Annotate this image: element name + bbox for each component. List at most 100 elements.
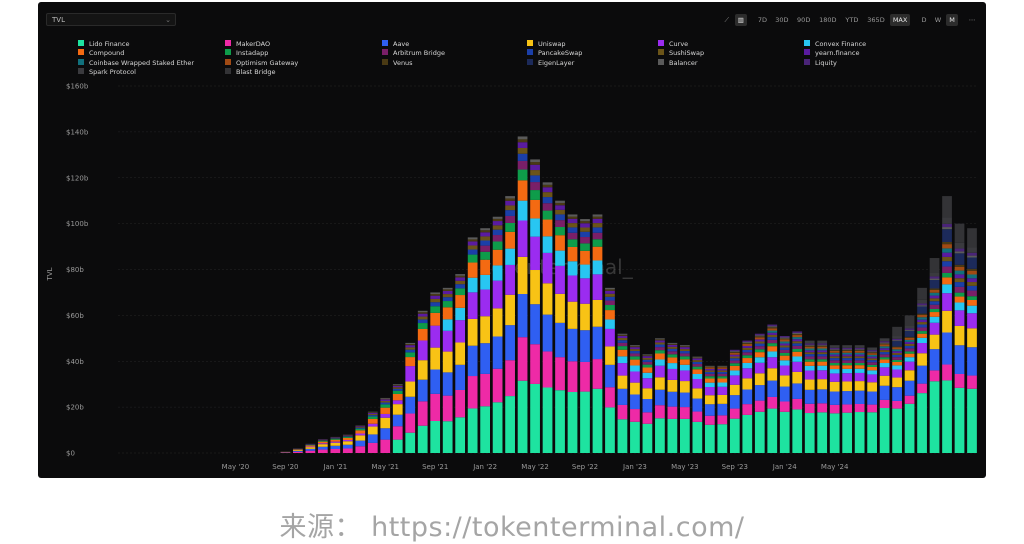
bar-segment — [880, 376, 890, 386]
bar-segment — [692, 369, 702, 374]
bar-segment — [343, 437, 353, 438]
bar-segment — [593, 227, 603, 232]
bar-segment — [817, 379, 827, 389]
bar-segment — [792, 337, 802, 339]
bar-segment — [568, 275, 578, 301]
bar-segment — [792, 352, 802, 357]
bar-segment — [580, 251, 590, 265]
bar-segment — [568, 217, 578, 219]
bar-segment — [393, 386, 403, 388]
bar-segment — [867, 360, 877, 362]
bar-segment — [905, 330, 915, 331]
bar-segment — [430, 299, 440, 302]
bar-segment — [605, 305, 615, 310]
bar-segment — [780, 336, 790, 337]
bar-segment — [380, 414, 390, 418]
bar-segment — [505, 360, 515, 396]
bar-segment — [967, 228, 977, 247]
bar-segment — [518, 142, 528, 148]
bar-segment — [830, 365, 840, 369]
bar-segment — [468, 245, 478, 249]
bar-segment — [867, 355, 877, 357]
bar-segment — [842, 358, 852, 360]
bar-segment — [518, 154, 528, 161]
bar-segment — [730, 353, 740, 355]
bar-segment — [430, 394, 440, 421]
bar-segment — [480, 343, 490, 374]
y-tick-label: $20b — [66, 404, 84, 412]
bar-segment — [305, 451, 315, 453]
bar-segment — [518, 180, 528, 200]
bar-segment — [942, 217, 952, 223]
bar-segment — [443, 294, 453, 297]
bar-segment — [705, 387, 715, 395]
bar-segment — [580, 278, 590, 303]
bar-segment — [368, 412, 378, 413]
bar-segment — [755, 412, 765, 453]
bar-segment — [717, 404, 727, 416]
bar-segment — [730, 363, 740, 366]
bar-segment — [630, 422, 640, 453]
bar-segment — [805, 347, 815, 349]
bar-segment — [643, 355, 653, 356]
bar-segment — [692, 379, 702, 388]
bar-segment — [530, 218, 540, 236]
bar-segment — [480, 260, 490, 275]
bar-segment — [730, 419, 740, 453]
bar-segment — [955, 224, 965, 243]
bar-segment — [742, 378, 752, 389]
bar-segment — [618, 363, 628, 376]
bar-segment — [668, 347, 678, 349]
bar-segment — [480, 290, 490, 317]
bar-segment — [780, 339, 790, 340]
bar-segment — [668, 357, 678, 363]
bar-segment — [855, 412, 865, 453]
bar-segment — [780, 401, 790, 411]
bar-segment — [930, 349, 940, 370]
bar-segment — [418, 360, 428, 380]
bar-segment — [930, 301, 940, 305]
bar-segment — [393, 400, 403, 404]
bar-segment — [930, 305, 940, 309]
bar-segment — [742, 352, 752, 355]
bar-segment — [593, 223, 603, 227]
bar-segment — [830, 349, 840, 350]
bar-segment — [593, 214, 603, 216]
bar-segment — [755, 335, 765, 336]
bar-segment — [792, 339, 802, 341]
bar-segment — [805, 390, 815, 404]
bar-segment — [955, 271, 965, 275]
bar-segment — [480, 241, 490, 246]
bar-segment — [543, 192, 553, 197]
bar-segment — [730, 357, 740, 359]
bar-segment — [830, 353, 840, 355]
bar-segment — [518, 381, 528, 453]
bar-segment — [867, 365, 877, 367]
bar-segment — [830, 373, 840, 381]
bar-segment — [368, 417, 378, 419]
bar-segment — [967, 313, 977, 328]
bar-segment — [942, 273, 952, 277]
bar-segment — [668, 363, 678, 369]
x-tick-label: May '22 — [521, 463, 549, 471]
bar-segment — [917, 331, 927, 334]
bar-segment — [630, 349, 640, 351]
bar-segment — [805, 380, 815, 390]
bar-segment — [867, 350, 877, 351]
bar-segment — [780, 375, 790, 386]
x-tick-label: Sep '20 — [272, 463, 298, 471]
bar-segment — [580, 221, 590, 223]
x-tick-label: Jan '22 — [472, 463, 497, 471]
bar-segment — [892, 349, 902, 351]
bar-segment — [855, 358, 865, 360]
bar-segment — [817, 343, 827, 344]
bar-segment — [805, 354, 815, 356]
bar-segment — [705, 376, 715, 378]
bar-segment — [343, 440, 353, 441]
bar-segment — [967, 347, 977, 375]
bar-segment — [380, 404, 390, 407]
bar-segment — [905, 348, 915, 351]
bar-segment — [842, 353, 852, 355]
bar-segment — [792, 341, 802, 343]
